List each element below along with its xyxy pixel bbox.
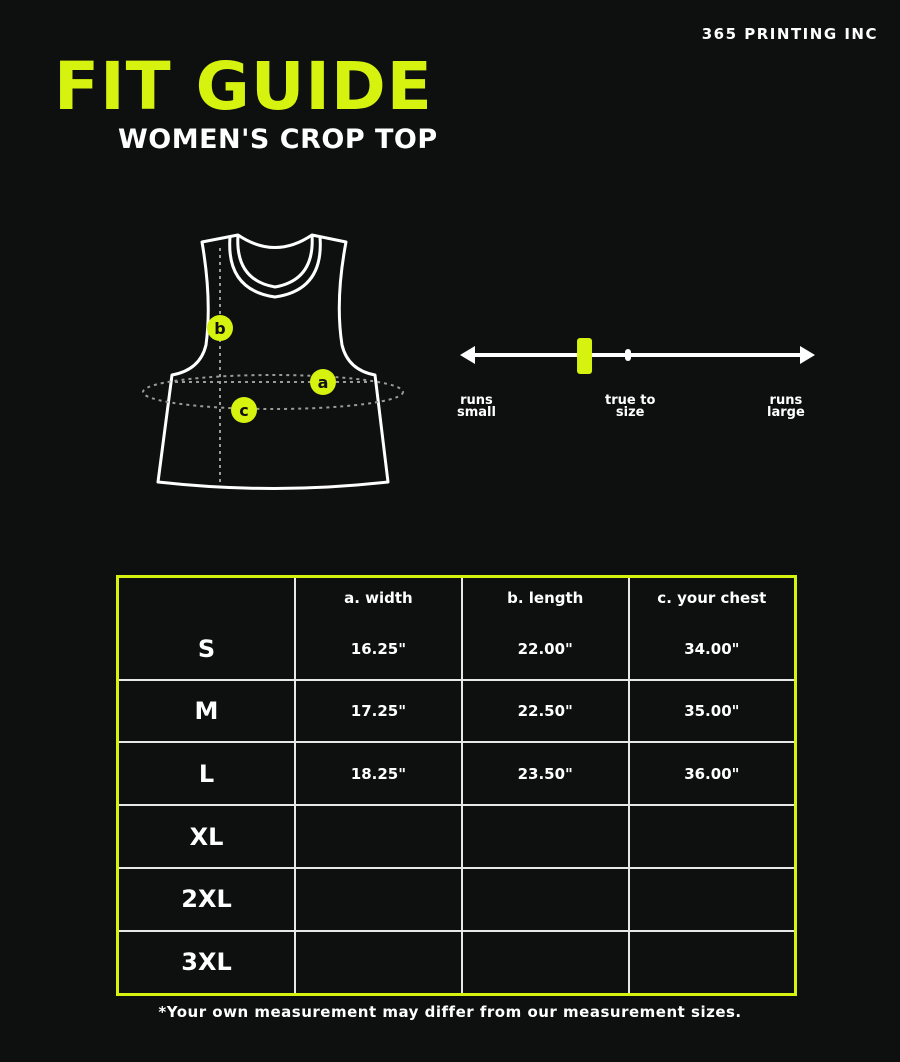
measurement-cell [460, 866, 630, 932]
table-row: L 18.25" 23.50" 36.00" [117, 741, 796, 807]
measurement-cell: 18.25" [294, 741, 463, 807]
measurement-cell [294, 929, 463, 995]
measurement-cell [294, 804, 463, 869]
measurement-cell: 22.00" [460, 618, 630, 681]
measurement-cell: 23.50" [460, 741, 630, 807]
table-row: 2XL [117, 866, 796, 932]
measurement-cell [627, 866, 796, 932]
measurement-cell: 17.25" [294, 678, 463, 744]
measurement-cell: 16.25" [294, 618, 463, 681]
measurement-cell [627, 929, 796, 995]
measurement-cell: 35.00" [627, 678, 796, 744]
size-label: 3XL [117, 929, 296, 995]
measurement-cell: 36.00" [627, 741, 796, 807]
measurement-cell [294, 866, 463, 932]
header-cell: a. width [294, 576, 463, 619]
marker-a-label: a [318, 373, 329, 392]
page-title: FIT GUIDE [54, 48, 433, 125]
arrow-left-icon [460, 346, 475, 364]
marker-b-icon [207, 315, 233, 341]
measurement-cell [627, 804, 796, 869]
table-header-row: a. width b. length c. your chest [117, 576, 796, 619]
measurement-cell [460, 929, 630, 995]
header-cell: c. your chest [627, 576, 796, 619]
footnote: *Your own measurement may differ from ou… [158, 1003, 742, 1021]
label-true-to-size: true to size [605, 393, 656, 420]
label-runs-small: runs small [457, 393, 496, 420]
true-to-size-tick [625, 349, 631, 361]
marker-b-label: b [214, 319, 225, 338]
marker-a-icon [310, 369, 336, 395]
marker-c-icon [231, 397, 257, 423]
size-label: XL [117, 804, 296, 869]
size-label: S [117, 618, 296, 681]
size-label: L [117, 741, 296, 807]
size-label: M [117, 678, 296, 744]
header-cell: b. length [460, 576, 630, 619]
table-row: XL [117, 804, 796, 869]
fit-marker [577, 338, 593, 374]
table-row: S 16.25" 22.00" 34.00" [117, 618, 796, 681]
size-label: 2XL [117, 866, 296, 932]
brand-name: 365 PRINTING INC [701, 25, 878, 43]
measurement-cell: 22.50" [460, 678, 630, 744]
header-cell [117, 576, 296, 619]
crop-top-diagram: b a c [142, 233, 404, 490]
fit-scale: runs small true to size runs large [455, 335, 825, 430]
arrow-right-icon [800, 346, 815, 364]
measurement-cell: 34.00" [627, 618, 796, 681]
table-row: 3XL [117, 929, 796, 995]
size-table: a. width b. length c. your chest S 16.25"… [116, 575, 797, 996]
fit-scale-line [460, 338, 815, 374]
measurement-cell [460, 804, 630, 869]
label-runs-large: runs large [767, 393, 805, 420]
marker-c-label: c [239, 401, 248, 420]
table-row: M 17.25" 22.50" 35.00" [117, 678, 796, 744]
measure-markers: b a c [207, 315, 336, 423]
page-subtitle: WOMEN'S CROP TOP [118, 124, 438, 155]
